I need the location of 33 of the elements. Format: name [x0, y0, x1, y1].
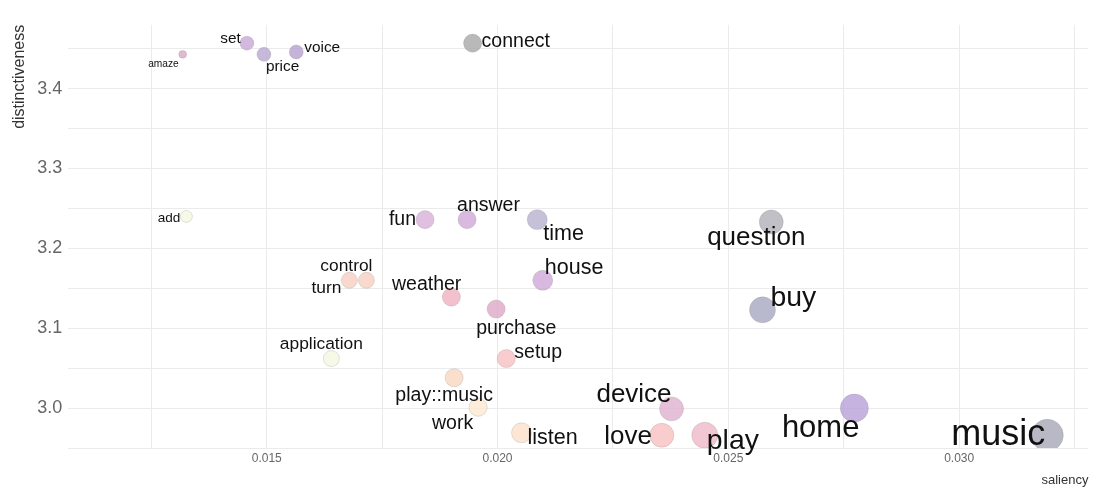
data-label: voice	[304, 38, 341, 56]
data-label: play::music	[395, 383, 494, 406]
data-label: question	[707, 221, 806, 252]
data-label: add	[157, 210, 181, 226]
y-tick-label: 3.0	[37, 397, 63, 418]
data-label: application	[279, 333, 363, 354]
data-label: buy	[770, 279, 818, 312]
data-label: home	[781, 408, 860, 444]
x-axis-title: saliency	[1041, 471, 1089, 487]
data-label: fun	[388, 207, 417, 230]
data-label: turn	[311, 277, 342, 298]
data-label: listen	[527, 424, 578, 449]
data-label: weather	[390, 272, 462, 295]
data-label: amaze	[148, 58, 180, 70]
data-label: connect	[481, 28, 551, 51]
data-label: purchase	[476, 316, 557, 339]
data-label: house	[544, 255, 604, 280]
data-label: control	[320, 255, 373, 276]
y-tick-label: 3.2	[37, 237, 63, 258]
y-axis-title: distinctiveness	[10, 24, 28, 129]
data-label: answer	[457, 193, 521, 216]
y-tick-label: 3.4	[37, 77, 63, 98]
data-label: device	[596, 378, 672, 409]
y-tick-label: 3.1	[37, 317, 63, 338]
data-label: setup	[514, 339, 563, 362]
data-label: time	[543, 220, 584, 245]
x-tick-label: 0.015	[251, 450, 283, 465]
data-label: price	[265, 56, 300, 74]
data-label: set	[220, 29, 242, 47]
y-tick-label: 3.3	[37, 157, 63, 178]
x-tick-label: 0.020	[482, 450, 513, 465]
data-label: love	[604, 420, 652, 451]
data-label: work	[430, 410, 474, 433]
